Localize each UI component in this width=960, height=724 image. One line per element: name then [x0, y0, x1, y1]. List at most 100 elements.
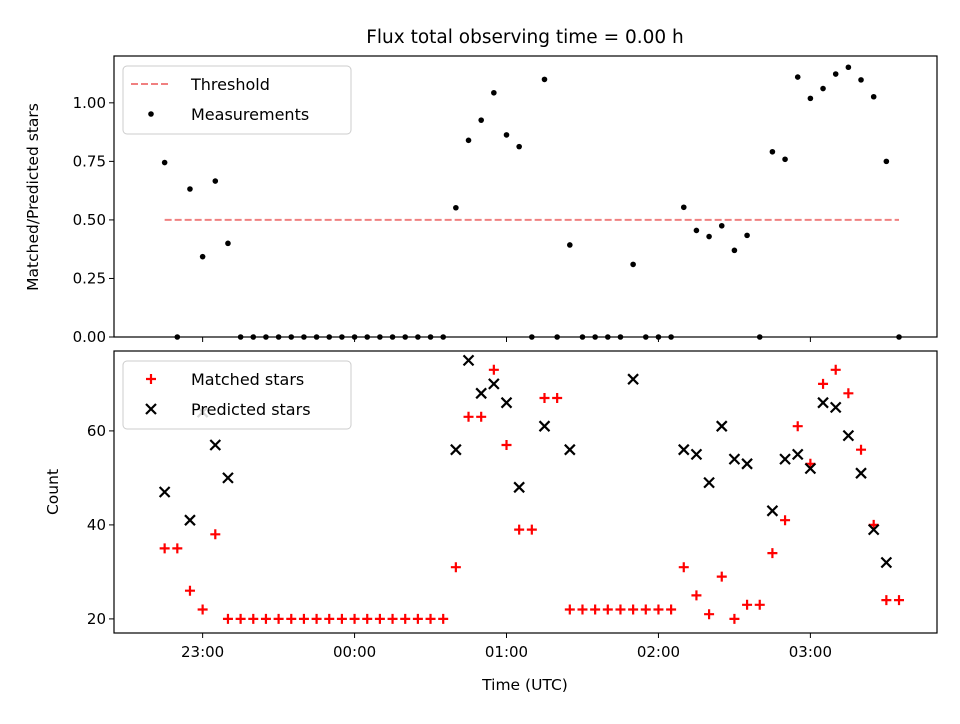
- matched-star-point: [298, 613, 309, 624]
- predicted-star-point: [450, 443, 462, 456]
- matched-star-point: [666, 604, 677, 615]
- matched-star-point: [577, 604, 588, 615]
- bottom-ytick-label: 60: [87, 422, 106, 440]
- measurement-point: [807, 95, 814, 102]
- matched-star-point: [172, 543, 183, 554]
- predicted-star-point: [829, 401, 842, 414]
- predicted-star-point: [500, 396, 513, 409]
- matched-star-point: [476, 411, 487, 422]
- matched-star-point: [412, 613, 423, 624]
- measurement-point: [680, 204, 687, 211]
- predicted-star-point: [703, 476, 715, 489]
- measurement-point: [858, 77, 864, 83]
- measurement-point: [718, 222, 725, 229]
- measurement-point: [465, 137, 472, 144]
- predicted-star-point: [209, 439, 222, 451]
- top-ytick-label: 0.25: [73, 269, 106, 287]
- measurement-point: [883, 158, 890, 165]
- measurement-point: [478, 117, 484, 123]
- measurement-point: [731, 247, 738, 254]
- matched-star-point: [197, 604, 208, 615]
- predicted-star-point: [779, 453, 791, 465]
- top-title: Flux total observing time = 0.00 h: [366, 27, 684, 48]
- matched-star-point: [552, 393, 563, 403]
- matched-star-point: [526, 524, 537, 535]
- measurement-point: [503, 132, 510, 138]
- matched-star-point: [273, 613, 284, 624]
- matched-star-point: [450, 562, 461, 573]
- predicted-star-point: [564, 443, 576, 456]
- matched-star-point: [628, 604, 639, 615]
- bottom-xtick-label: 02:00: [637, 643, 680, 661]
- matched-star-point: [742, 599, 753, 610]
- legend-label: Threshold: [190, 75, 270, 94]
- matched-star-point: [678, 562, 689, 573]
- predicted-star-point: [728, 453, 741, 465]
- matched-star-point: [324, 613, 335, 624]
- matched-star-point: [286, 613, 297, 624]
- bottom-ytick-label: 40: [87, 516, 106, 534]
- matched-star-point: [488, 364, 499, 375]
- measurement-point: [782, 156, 788, 163]
- matched-star-point: [754, 599, 765, 610]
- top-ytick-label: 0.75: [73, 152, 106, 170]
- matched-star-point: [349, 613, 360, 624]
- matched-star-point: [856, 444, 867, 455]
- predicted-star-point: [791, 448, 804, 461]
- measurement-point: [769, 148, 776, 155]
- legend-label: Matched stars: [191, 370, 304, 389]
- legend-predicted-swatch: [145, 403, 157, 415]
- matched-star-point: [159, 543, 170, 554]
- top-legend-box: [122, 65, 352, 135]
- top-ytick-label: 0.00: [73, 328, 106, 346]
- bottom-axes-frame: [113, 350, 938, 634]
- matched-star-point: [184, 585, 195, 596]
- measurement-point: [225, 240, 231, 247]
- matched-star-point: [463, 411, 474, 422]
- measurement-point: [870, 93, 877, 100]
- matched-star-point: [564, 604, 575, 615]
- bottom-xtick-label: 03:00: [789, 643, 832, 661]
- matched-star-point: [400, 613, 411, 624]
- matched-star-point: [501, 440, 512, 450]
- predicted-star-point: [158, 486, 171, 498]
- matched-star-point: [640, 604, 651, 615]
- top-legend: Threshold Measurements: [122, 65, 352, 135]
- matched-star-point: [311, 613, 322, 624]
- bottom-panel: 20 40 60 23:00 00:00 01:00 02:00 03:00 Matched s…: [87, 350, 938, 661]
- top-ytick-label: 1.00: [73, 94, 106, 112]
- matched-star-point: [691, 590, 702, 601]
- measurement-point: [453, 204, 459, 211]
- bottom-ytick-label: 20: [87, 610, 106, 628]
- bottom-xlabel: Time (UTC): [481, 676, 568, 694]
- predicted-star-point: [855, 467, 867, 479]
- matched-star-point: [387, 613, 398, 624]
- top-axes-frame: [113, 55, 938, 338]
- matched-star-point: [222, 613, 233, 624]
- bottom-legend: Matched stars Predicted stars: [122, 360, 352, 430]
- top-panel: 0.00 0.25 0.50 0.75 1.00 Threshold Measurement…: [73, 55, 938, 346]
- matched-star-point: [425, 613, 436, 624]
- matched-star-point: [590, 604, 601, 615]
- matched-star-point: [374, 613, 385, 624]
- top-ylabel: Matched/Predicted stars: [24, 103, 42, 291]
- matched-star-point: [235, 613, 246, 624]
- predicted-star-point: [842, 429, 855, 442]
- bottom-xtick-label: 00:00: [333, 643, 376, 661]
- matched-star-point: [818, 378, 829, 389]
- predicted-star-point: [715, 420, 728, 432]
- matched-star-point: [704, 609, 715, 620]
- measurement-point: [212, 178, 219, 184]
- matched-star-point: [716, 571, 727, 582]
- predicted-star-point: [488, 378, 500, 390]
- matched-star-point: [615, 604, 626, 615]
- bottom-legend-box: [122, 360, 352, 430]
- predicted-star-point: [766, 505, 779, 517]
- measurement-point: [541, 76, 548, 83]
- matched-star-point: [780, 515, 791, 526]
- measurement-point: [706, 233, 712, 240]
- predicted-star-point: [627, 373, 639, 385]
- measurement-point: [693, 227, 700, 234]
